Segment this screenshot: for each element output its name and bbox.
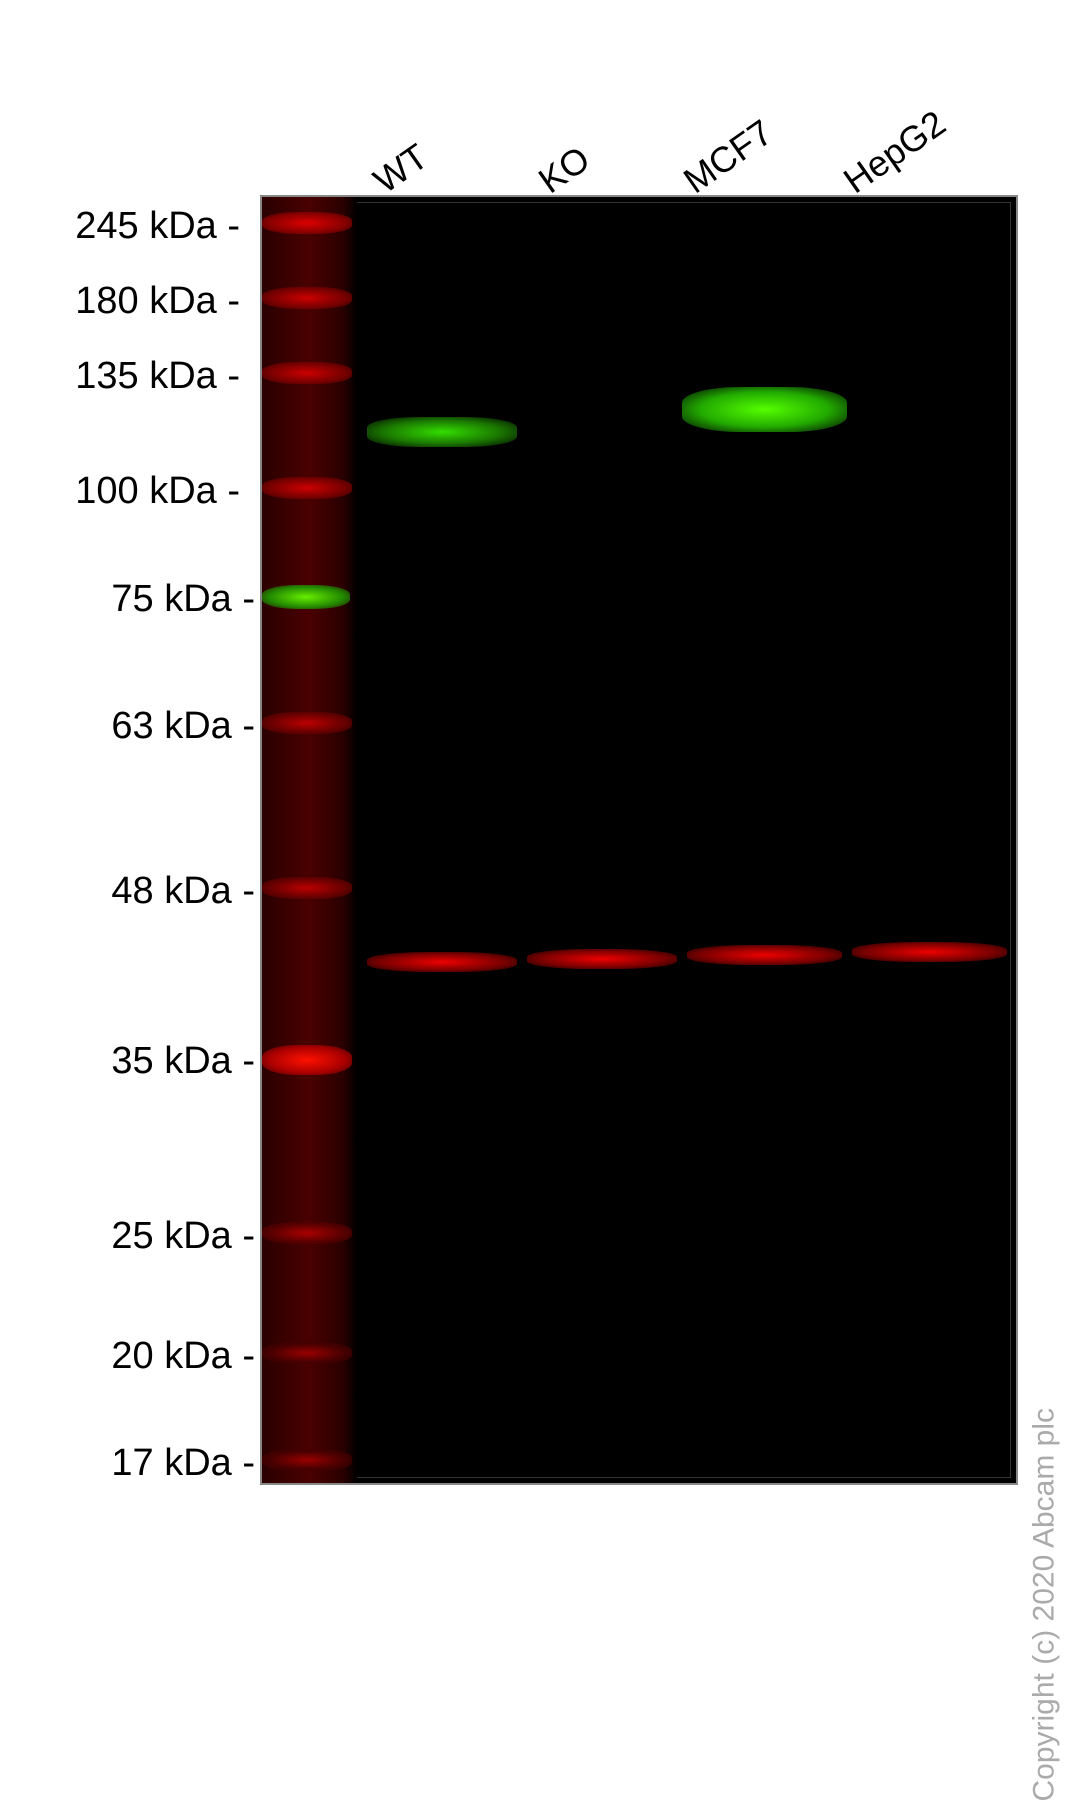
mw-label-180: 180 kDa - [40,280,240,323]
mw-label-17: 17 kDa - [55,1442,255,1485]
ladder-band-17 [262,1449,352,1471]
ladder-band-245 [262,212,352,234]
mw-label-75: 75 kDa - [55,578,255,621]
ladder-band-180 [262,287,352,309]
blot-border [267,202,1011,1478]
blot-membrane [260,195,1018,1485]
red-band-wt [367,952,517,972]
ladder-band-135 [262,362,352,384]
mw-label-135: 135 kDa - [40,355,240,398]
mw-label-245: 245 kDa - [40,205,240,248]
lane-label-wt: WT [366,135,436,202]
green-band-wt [367,417,517,447]
lane-label-mcf7: MCF7 [676,111,780,202]
red-band-ko [527,949,677,969]
western-blot-figure: WT KO MCF7 HepG2 245 kDa - 180 kDa - 135… [0,0,1080,1588]
ladder-band-100 [262,477,352,499]
ladder-band-25 [262,1222,352,1244]
ladder-band-48 [262,877,352,899]
red-band-mcf7 [687,945,842,965]
mw-label-25: 25 kDa - [55,1215,255,1258]
lane-label-ko: KO [531,138,598,202]
red-band-hepg2 [852,942,1007,962]
ladder-band-75-green [262,585,350,609]
ladder-lane-bg [262,197,357,1483]
mw-label-63: 63 kDa - [55,705,255,748]
mw-label-48: 48 kDa - [55,870,255,913]
lane-label-hepg2: HepG2 [836,102,954,202]
mw-label-100: 100 kDa - [40,470,240,513]
mw-label-35: 35 kDa - [55,1040,255,1083]
copyright-text: Copyright (c) 2020 Abcam plc [1028,1408,1062,1802]
ladder-band-20 [262,1342,352,1364]
green-band-mcf7 [682,387,847,432]
ladder-band-63 [262,712,352,734]
ladder-band-35 [262,1045,352,1075]
mw-label-20: 20 kDa - [55,1335,255,1378]
